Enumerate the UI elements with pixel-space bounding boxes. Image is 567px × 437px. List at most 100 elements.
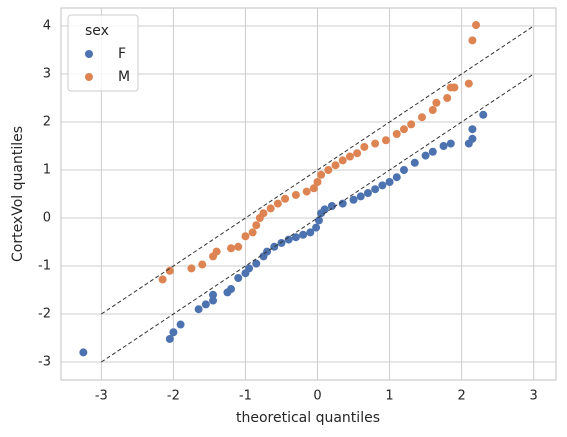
point (371, 139, 380, 148)
point (439, 142, 448, 150)
legend-label: M (118, 69, 130, 85)
point (165, 334, 174, 343)
point (212, 247, 221, 256)
point (392, 173, 401, 182)
point (306, 228, 315, 237)
point (252, 259, 261, 268)
point (446, 139, 455, 148)
point (407, 120, 416, 129)
legend-marker (85, 50, 93, 58)
y-tick-label: -3 (38, 355, 51, 370)
x-tick-label: 2 (457, 389, 465, 404)
y-tick-label: 1 (43, 163, 51, 178)
y-tick-label: -2 (38, 307, 51, 322)
point (263, 247, 272, 256)
point (385, 178, 394, 186)
point (165, 266, 174, 275)
x-tick-label: -1 (239, 389, 252, 404)
point (309, 184, 318, 193)
point (270, 242, 279, 251)
point (291, 233, 300, 242)
point (234, 274, 243, 282)
point (281, 194, 290, 203)
point (360, 142, 369, 151)
point (410, 158, 419, 167)
legend-label: F (118, 46, 126, 62)
point (363, 189, 372, 198)
point (432, 98, 441, 107)
x-axis-label: theoretical quantiles (236, 410, 380, 426)
point (356, 192, 365, 201)
point (450, 83, 459, 92)
point (320, 205, 329, 214)
point (291, 190, 300, 199)
point (472, 21, 481, 30)
point (79, 348, 88, 357)
y-axis-label: CortexVol quantiles (10, 126, 26, 262)
point (468, 134, 477, 143)
reference-line (101, 73, 534, 363)
point (327, 202, 336, 210)
point (371, 185, 380, 194)
point (187, 264, 196, 273)
point (194, 305, 203, 314)
point (428, 147, 437, 156)
point (201, 300, 210, 309)
point (209, 296, 218, 305)
point (252, 221, 261, 230)
point (399, 166, 408, 174)
point (399, 125, 408, 134)
point (349, 195, 358, 204)
x-tick-label: 0 (313, 389, 321, 404)
point (468, 125, 477, 134)
point (324, 166, 333, 174)
y-tick-label: 3 (43, 67, 51, 82)
point (331, 161, 340, 170)
point (381, 136, 390, 145)
plot-frame (60, 7, 557, 381)
point (468, 36, 477, 45)
point (299, 230, 308, 239)
point (353, 149, 362, 158)
point (245, 264, 254, 273)
point (266, 204, 275, 213)
point (227, 244, 236, 253)
legend-box (67, 14, 139, 92)
point (338, 156, 347, 165)
point (248, 228, 257, 237)
point (277, 238, 286, 247)
point (417, 113, 426, 122)
reference-line (101, 25, 534, 315)
x-tick-label: -3 (95, 389, 108, 404)
point (392, 130, 401, 138)
point (241, 232, 250, 241)
point (421, 151, 430, 160)
point (443, 94, 452, 102)
point (234, 242, 243, 251)
point (259, 209, 268, 218)
point (314, 216, 323, 225)
point (198, 260, 207, 269)
point (158, 275, 167, 284)
y-tick-label: 4 (43, 19, 51, 34)
point (464, 79, 473, 88)
point (302, 187, 311, 196)
point (227, 285, 236, 294)
point (176, 320, 185, 329)
y-tick-label: 0 (43, 211, 51, 226)
y-tick-label: 2 (43, 115, 51, 130)
point (209, 290, 218, 299)
point (273, 199, 282, 208)
point (378, 181, 387, 190)
point (479, 110, 488, 119)
point (312, 223, 321, 232)
point (169, 328, 178, 337)
point (317, 170, 326, 179)
point (338, 199, 347, 208)
legend-title: sex (85, 23, 109, 39)
x-tick-label: -2 (167, 389, 180, 404)
point (428, 106, 437, 114)
point (345, 152, 354, 161)
